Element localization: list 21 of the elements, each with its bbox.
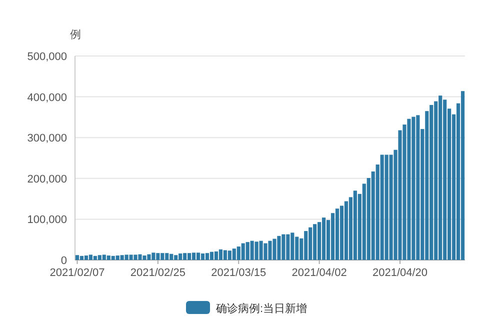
bar [460,91,465,260]
x-tick-label: 2021/04/20 [372,267,428,279]
bar [205,253,210,260]
y-tick-label: 400,000 [27,92,67,104]
y-tick-label: 300,000 [27,132,67,145]
x-tick-label: 2021/02/07 [50,267,105,279]
bar [80,256,84,260]
x-tick-label: 2021/03/15 [211,267,266,279]
y-tick-label: 200,000 [27,173,67,186]
bar [75,255,80,260]
y-tick-label: 500,000 [27,51,67,63]
x-tick-label: 2021/04/02 [292,267,347,279]
bar [335,208,340,260]
bar [196,252,200,260]
bar [200,253,205,260]
y-tick-label: 100,000 [27,214,67,226]
y-tick-label: 0 [60,255,67,267]
legend-label: 确诊病例:当日新增 [215,302,308,315]
y-axis-title: 例 [70,29,81,41]
x-tick-label: 2021/02/25 [130,267,186,279]
bar [210,252,214,260]
